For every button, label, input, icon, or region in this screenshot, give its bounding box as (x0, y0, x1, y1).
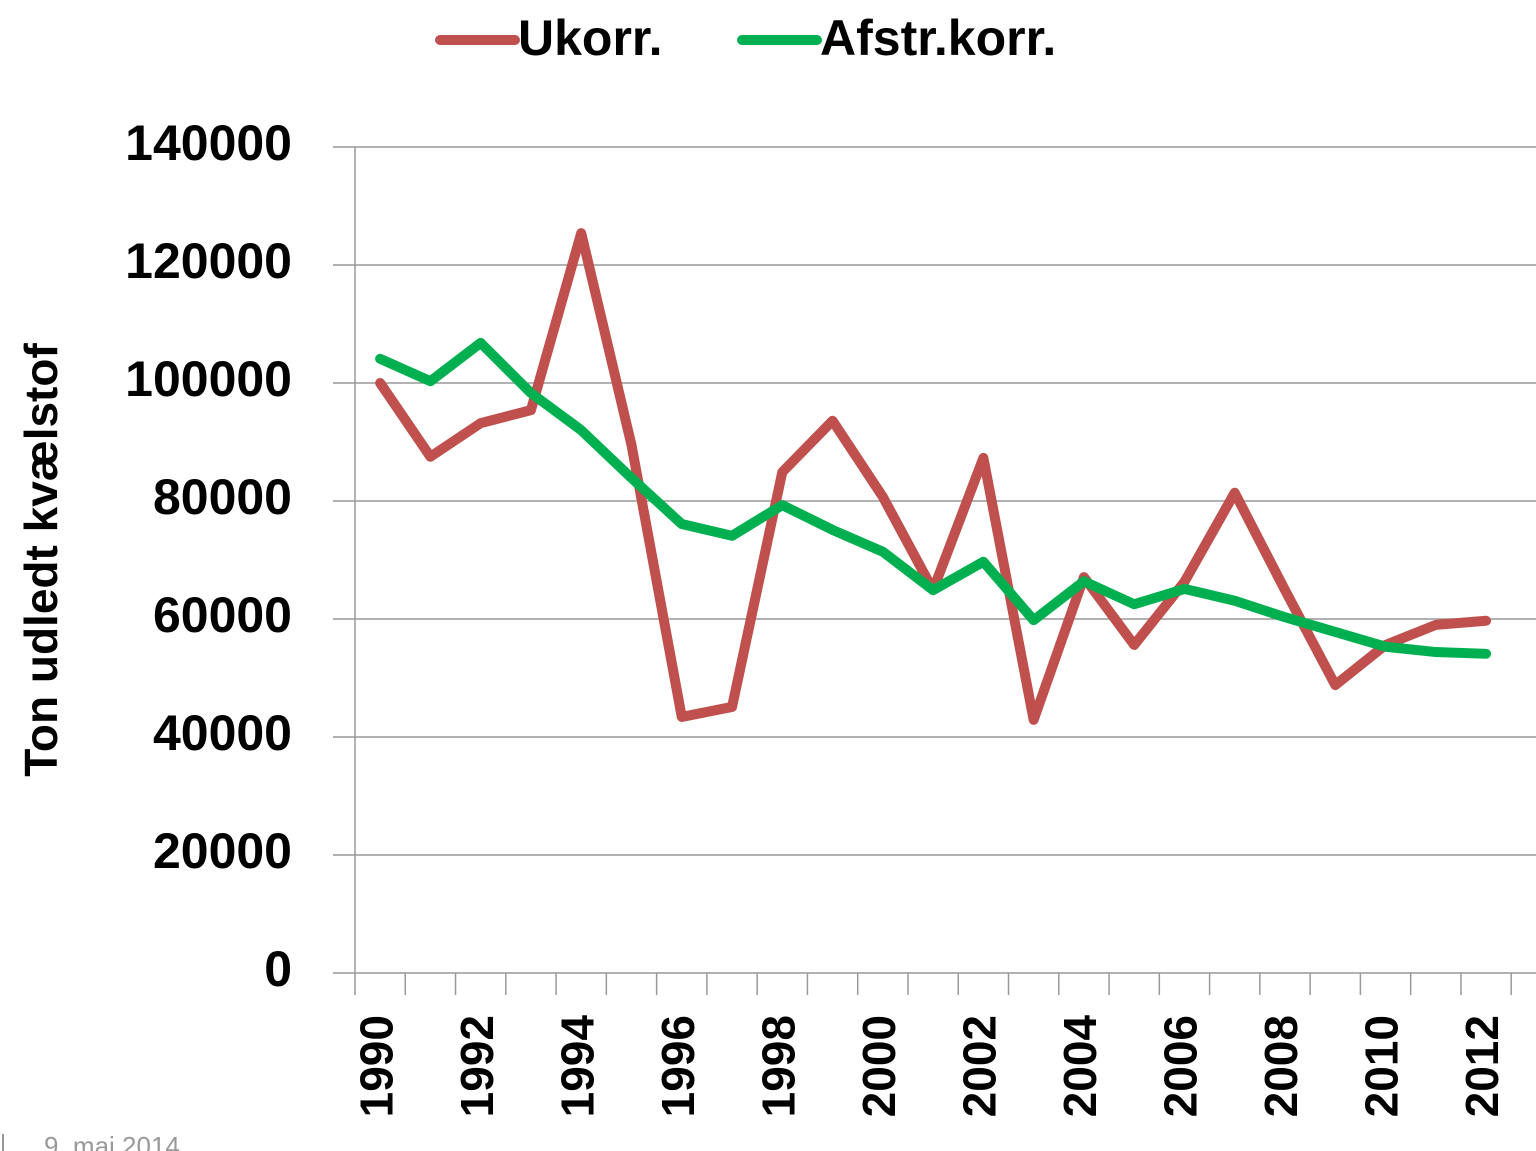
x-tick-label: 2000 (853, 1015, 905, 1117)
legend-label: Ukorr. (518, 10, 663, 66)
y-tick-label: 80000 (153, 469, 292, 525)
y-axis-title: Ton udledt kvælstof (15, 343, 67, 777)
footer: 9. maj 2014 (44, 1131, 180, 1151)
x-tick-label: 1990 (350, 1015, 402, 1117)
x-tick-label: 2002 (954, 1015, 1006, 1117)
x-tick-label: 1992 (451, 1015, 503, 1117)
x-tick-label: 1998 (752, 1015, 804, 1117)
x-tick-label: 2004 (1054, 1015, 1106, 1118)
x-tick-label: 1996 (652, 1015, 704, 1117)
x-tick-label: 2010 (1356, 1015, 1408, 1117)
x-tick-label: 1994 (551, 1015, 603, 1118)
x-tick-label: 2008 (1255, 1015, 1307, 1117)
y-tick-label: 0 (264, 941, 292, 997)
y-tick-label: 20000 (153, 823, 292, 879)
x-tick-label: 2006 (1155, 1015, 1207, 1117)
y-tick-label: 120000 (125, 233, 292, 289)
x-tick-label: 2012 (1456, 1015, 1508, 1117)
y-tick-label: 140000 (125, 115, 292, 171)
y-tick-label: 100000 (125, 351, 292, 407)
series-line (375, 228, 1492, 725)
series-line (375, 337, 1492, 659)
y-tick-label: 40000 (153, 705, 292, 761)
y-tick-label: 60000 (153, 587, 292, 643)
legend-label: Afstr.korr. (820, 10, 1056, 66)
